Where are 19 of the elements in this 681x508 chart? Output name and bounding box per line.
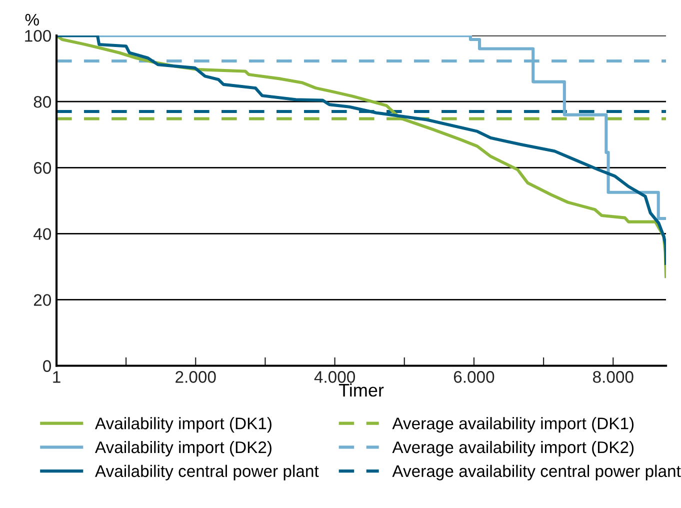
x-tick-label: 4.000 [314,371,355,383]
legend-label: Availability import (DK1) [94,417,272,433]
y-tick-label: 60 [34,162,52,174]
y-tick-label: 20 [34,294,52,306]
y-axis-title: % [25,14,39,26]
legend-label: Average availability import (DK1) [392,417,634,433]
legend-label: Availability central power plant [94,464,319,480]
legend-label: Average availability central power plant [392,464,681,480]
y-tick-label: 80 [34,96,52,108]
legend-label: Average availability import (DK2) [392,440,634,456]
x-tick-label: 8.000 [593,371,634,383]
x-axis-title: Timer [338,383,384,397]
y-tick-label: 100 [25,30,52,42]
x-tick-label: 1 [53,371,60,383]
legend-label: Availability import (DK2) [94,440,272,456]
x-tick-label: 2.000 [176,371,216,383]
x-tick-label: 6.000 [454,371,494,383]
y-tick-label: 40 [34,228,52,240]
y-tick-label: 0 [43,360,52,372]
